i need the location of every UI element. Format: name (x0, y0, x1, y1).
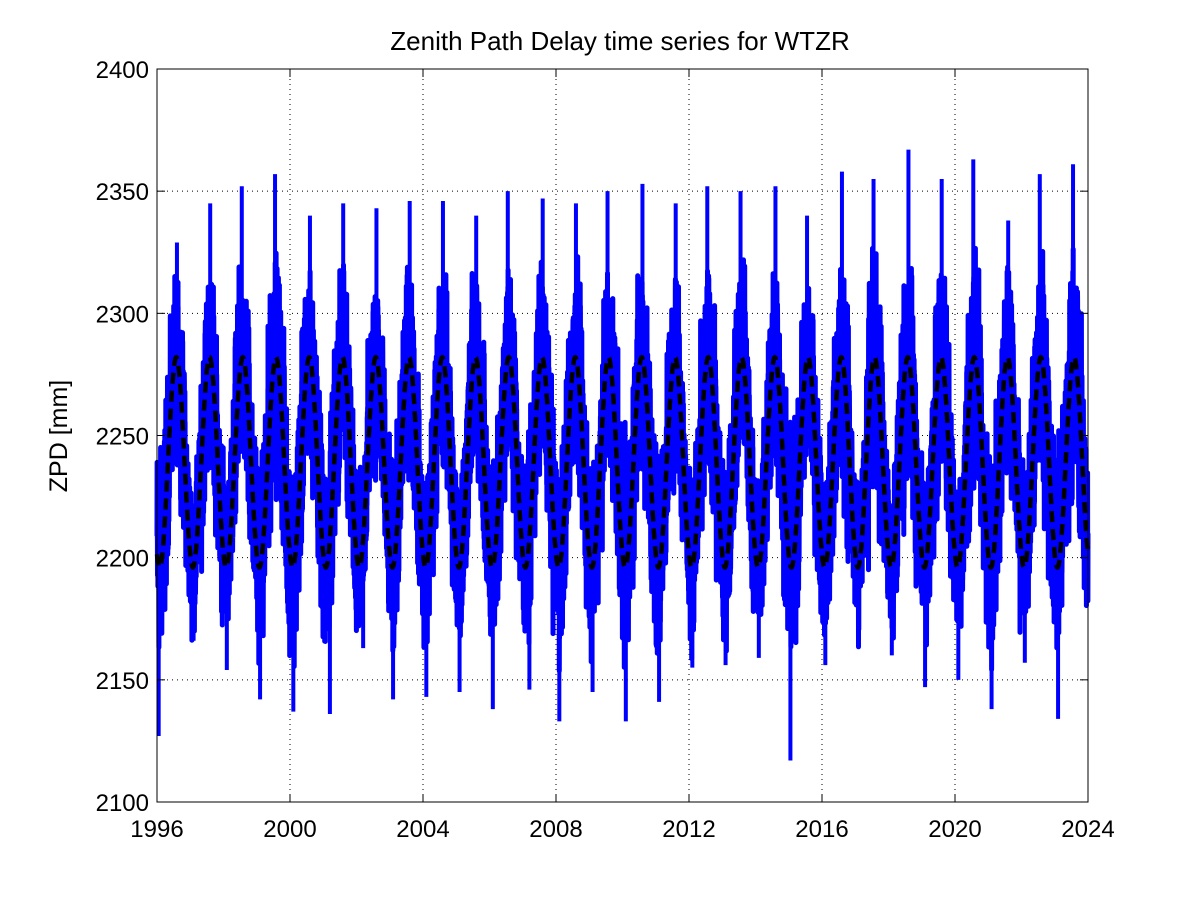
x-tick-label: 1996 (130, 816, 183, 843)
x-tick-label: 2012 (662, 816, 715, 843)
y-tick-label: 2300 (96, 301, 149, 328)
series-layer (154, 149, 1091, 761)
y-tick-label: 2400 (96, 57, 149, 84)
y-tick-label: 2100 (96, 790, 149, 817)
y-tick-label: 2150 (96, 668, 149, 695)
y-tick-label: 2350 (96, 179, 149, 206)
chart-title: Zenith Path Delay time series for WTZR (390, 26, 849, 56)
seasonal-model-series (154, 354, 1091, 570)
x-tick-label: 2020 (928, 816, 981, 843)
observed-zpd-series (154, 245, 1091, 674)
grid-lines (157, 69, 1088, 802)
y-tick-label: 2200 (96, 546, 149, 573)
axes-frame (156, 68, 1089, 803)
x-tick-label: 2000 (263, 816, 316, 843)
tick-labels: 1996 2000 2004 2008 2012 2016 2020 2024 2100 2150… (96, 57, 1115, 843)
x-tick-label: 2008 (529, 816, 582, 843)
x-tick-label: 2016 (795, 816, 848, 843)
x-tick-label: 2004 (396, 816, 449, 843)
y-tick-label: 2250 (96, 424, 149, 451)
x-tick-label: 2024 (1061, 816, 1114, 843)
y-axis-label: ZPD [mm] (45, 380, 73, 493)
